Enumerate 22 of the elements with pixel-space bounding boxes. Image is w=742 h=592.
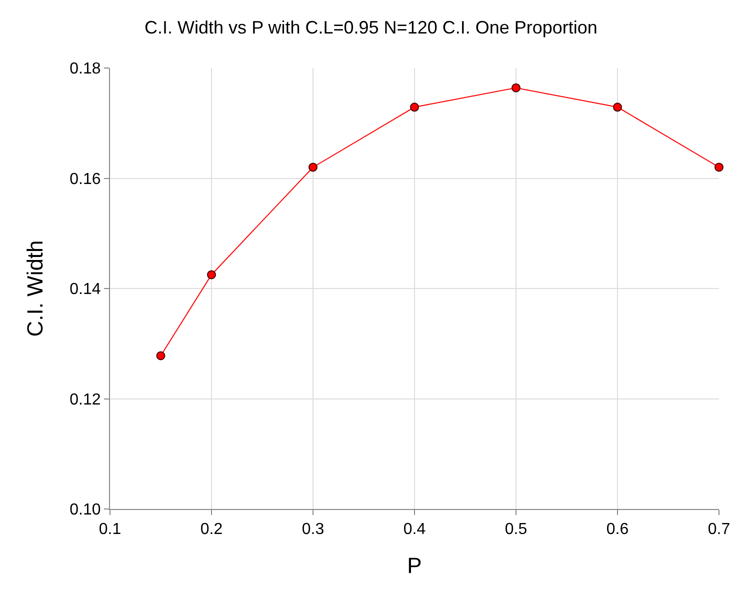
point	[207, 270, 216, 280]
x-tick-label: 0.2	[200, 521, 223, 538]
point	[308, 162, 318, 172]
point	[714, 162, 724, 172]
point	[410, 102, 419, 112]
x-tick-label: 0.4	[403, 521, 426, 538]
y-axis-title: C.I. Width	[22, 240, 48, 337]
x-tick-label: 0.5	[504, 521, 528, 538]
x-tick-label: 0.7	[708, 521, 730, 538]
point	[613, 102, 622, 112]
x-tick-label: 0.1	[98, 521, 122, 538]
y-tick-label: 0.16	[70, 170, 101, 188]
point	[156, 351, 166, 360]
chart-title: C.I. Width vs P with C.L=0.95 N=120 C.I. One Proportion	[144, 17, 598, 38]
x-axis-title: P	[407, 553, 422, 578]
x-tick-label: 0.6	[606, 521, 629, 538]
y-tick-label: 0.14	[70, 281, 101, 298]
y-tick-label: 0.12	[70, 391, 101, 408]
x-tick-label: 0.3	[302, 521, 324, 538]
y-tick-label: 0.18	[70, 60, 101, 78]
y-tick-label: 0.10	[70, 502, 101, 519]
point	[512, 83, 520, 92]
